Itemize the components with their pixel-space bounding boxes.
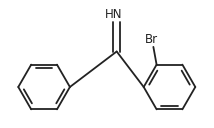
Text: Br: Br [144, 33, 158, 46]
Text: HN: HN [105, 8, 122, 21]
